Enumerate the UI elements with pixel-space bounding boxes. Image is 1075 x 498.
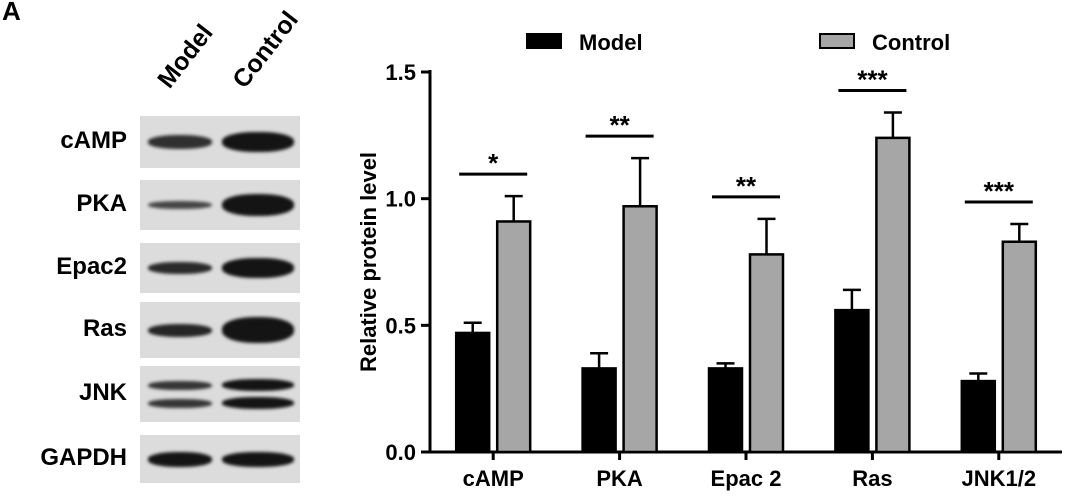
blot-row-label: JNK (78, 379, 127, 406)
legend-label: Model (579, 30, 643, 55)
significance-label: * (488, 148, 499, 178)
blot-band (148, 380, 212, 390)
blot-row-label: Epac2 (56, 253, 127, 280)
y-tick-label: 0.0 (385, 440, 416, 465)
blot-band (222, 194, 294, 216)
blot-band (222, 379, 294, 391)
y-axis-label: Relative protein level (356, 152, 381, 372)
blot-strip (140, 116, 300, 168)
bar-model (581, 367, 617, 454)
x-tick-label: PKA (596, 466, 643, 491)
blot-strip (140, 435, 300, 483)
blot-row-label: PKA (76, 190, 127, 217)
blot-band (148, 201, 212, 209)
bar-model (834, 308, 870, 454)
blot-strip (140, 302, 300, 358)
panel-label: A (2, 0, 21, 26)
blot-band (148, 262, 212, 274)
blot-row-label: GAPDH (40, 444, 127, 471)
significance-label: ** (609, 110, 630, 140)
bar-model (960, 379, 997, 454)
blot-band (222, 397, 294, 409)
legend-swatch (526, 33, 562, 49)
significance-label: *** (984, 176, 1015, 206)
significance-label: *** (857, 65, 888, 95)
bar-control (1001, 240, 1038, 454)
legend-label: Control (872, 30, 950, 55)
blot-strip (140, 243, 300, 293)
bar-control (622, 205, 658, 454)
blot-band (148, 135, 212, 149)
blot-row-label: cAMP (60, 127, 127, 154)
bar-model (454, 331, 491, 454)
x-tick-label: JNK1/2 (962, 466, 1037, 491)
bar-control (875, 136, 911, 454)
blot-strip (140, 180, 300, 230)
y-tick-label: 1.5 (385, 60, 416, 85)
bar-control (748, 253, 785, 454)
y-tick-label: 1.0 (385, 187, 416, 212)
legend-swatch (819, 33, 855, 49)
blot-band (148, 323, 212, 337)
blot-band (222, 451, 294, 467)
x-tick-label: cAMP (463, 466, 524, 491)
blot-band (148, 398, 212, 408)
bar-model (707, 367, 744, 454)
blot-band (222, 132, 294, 152)
blot-band (222, 317, 294, 343)
x-tick-label: Epac 2 (711, 466, 782, 491)
blot-band (222, 258, 294, 278)
bar-control (495, 220, 532, 454)
blot-row-label: Ras (82, 315, 127, 342)
y-tick-label: 0.5 (385, 313, 416, 338)
blot-strip (140, 366, 300, 422)
blot-band (148, 451, 212, 467)
x-tick-label: Ras (852, 466, 892, 491)
significance-label: ** (736, 171, 757, 201)
